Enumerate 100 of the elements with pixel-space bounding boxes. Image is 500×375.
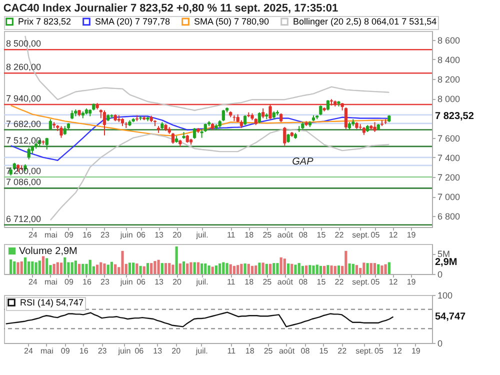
- bar: [46, 258, 48, 274]
- x-tick-label: 18: [244, 230, 254, 240]
- bar: [110, 262, 113, 274]
- candlestick: [319, 104, 322, 116]
- x-tick-label: 06: [136, 278, 146, 286]
- x-tick-label: 22: [334, 230, 344, 240]
- legend-label: SMA (20) 7 797,78: [95, 16, 170, 27]
- text: 7 823,52: [435, 110, 474, 122]
- bar: [78, 264, 81, 274]
- bar: [226, 263, 228, 274]
- x-tick-label: 23: [98, 346, 108, 356]
- bar: [244, 263, 246, 274]
- bar: [60, 262, 63, 274]
- candlestick: [326, 100, 330, 111]
- x-tick-label: 05: [374, 346, 384, 356]
- ref-line-label: 7 682,00: [6, 118, 42, 129]
- bar: [74, 260, 77, 274]
- bar: [196, 262, 200, 274]
- x-tick-label: 11: [227, 346, 236, 356]
- bar: [222, 262, 225, 274]
- bar: [175, 246, 178, 274]
- y-tick-label: 7 000: [438, 192, 460, 202]
- x-tick-label: 25: [262, 278, 272, 286]
- text: 2,9M: [435, 257, 458, 268]
- bar: [262, 262, 264, 274]
- x-tick-label: 13: [154, 278, 164, 286]
- bar: [160, 263, 164, 274]
- x-tick-label: 15: [319, 346, 329, 356]
- bar: [190, 262, 192, 274]
- bar: [178, 263, 182, 274]
- y-tick-label: 6 800: [438, 212, 460, 222]
- x-tick-label: juil.: [195, 230, 208, 240]
- ref-line-label: 8 260,00: [6, 62, 42, 72]
- bar: [384, 264, 387, 274]
- x-tick-label: 12: [392, 346, 402, 356]
- bar: [193, 262, 196, 274]
- bar: [362, 262, 366, 274]
- x-tick-label: mai: [44, 230, 58, 240]
- bar: [250, 266, 254, 274]
- bar: [208, 265, 210, 274]
- bar: [218, 263, 222, 274]
- ref-line-label: 7 940,00: [6, 94, 42, 104]
- bar: [20, 261, 23, 274]
- x-tick-label: 13: [154, 230, 164, 240]
- bar: [31, 261, 34, 274]
- ref-line-label: 8 500,00: [6, 38, 42, 49]
- bar: [283, 258, 286, 274]
- y-tick-label: 7 400: [438, 152, 460, 163]
- candlestick: [373, 122, 376, 132]
- bar: [330, 265, 333, 274]
- bar: [308, 265, 312, 274]
- x-tick-label: 06: [134, 346, 144, 356]
- bar: [154, 261, 156, 274]
- bar: [211, 266, 214, 274]
- y-tick-label: 5M: [438, 249, 450, 260]
- x-tick-label: 25: [262, 230, 272, 240]
- line-series: [50, 128, 390, 221]
- bar: [232, 266, 236, 274]
- bar: [164, 263, 168, 274]
- bar: [34, 262, 38, 274]
- x-tick-label: 25: [264, 346, 274, 356]
- x-tick-label: 20: [172, 278, 182, 286]
- bar: [298, 263, 300, 274]
- x-tick-label: 12: [388, 230, 398, 240]
- bar: [254, 265, 258, 274]
- y-tick-label: 7 600: [438, 133, 460, 144]
- ref-line-label: 7 086,00: [6, 177, 42, 188]
- bar: [366, 263, 369, 274]
- bar: [373, 263, 376, 274]
- bar: [388, 262, 390, 274]
- bar: [312, 265, 315, 274]
- x-tick-label: 09: [64, 278, 74, 286]
- ref-line-label: 6 712,00: [6, 214, 42, 224]
- bar: [186, 263, 189, 274]
- y-tick-label: 100: [438, 290, 453, 300]
- legend-label: Volume 2,9M: [19, 246, 78, 257]
- x-tick-label: 16: [82, 230, 92, 240]
- bar: [247, 264, 250, 274]
- x-tick-label: 12: [388, 278, 398, 286]
- bar: [280, 257, 282, 274]
- y-tick-label: 7 200: [438, 172, 460, 183]
- bar: [286, 263, 290, 274]
- bar: [139, 266, 142, 274]
- bar: [355, 265, 358, 274]
- bar: [258, 262, 261, 274]
- bar: [16, 262, 20, 274]
- x-tick-label: 24: [28, 278, 38, 286]
- x-tick-label: 08: [298, 230, 308, 240]
- ref-line-label: 7 200,00: [6, 166, 42, 176]
- x-tick-label: 05: [370, 278, 380, 286]
- bar: [10, 259, 12, 274]
- bar: [28, 261, 30, 274]
- candlestick: [283, 126, 286, 146]
- bar: [272, 263, 276, 274]
- x-tick-label: 06: [136, 230, 146, 240]
- x-tick-label: 09: [60, 346, 70, 356]
- x-tick-label: 24: [28, 230, 38, 240]
- x-tick-label: juin: [119, 230, 133, 240]
- x-tick-label: 19: [406, 230, 416, 240]
- bar: [240, 264, 243, 274]
